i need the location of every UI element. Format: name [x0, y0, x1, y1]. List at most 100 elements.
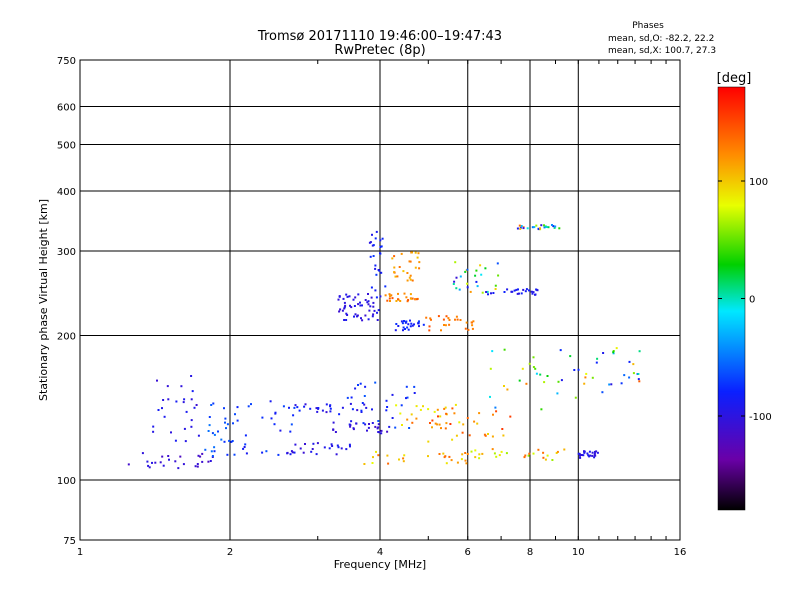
data-point — [443, 324, 445, 326]
data-point — [399, 300, 402, 302]
data-point — [584, 376, 587, 379]
data-point — [371, 422, 374, 424]
data-point — [540, 224, 543, 227]
data-point — [302, 451, 305, 454]
data-point — [411, 251, 413, 254]
data-point — [638, 350, 641, 353]
data-point — [486, 290, 489, 293]
data-point — [520, 225, 523, 227]
data-point — [290, 450, 293, 453]
data-point — [462, 423, 465, 426]
data-point — [612, 351, 615, 354]
data-point — [589, 454, 592, 457]
data-point — [391, 257, 394, 260]
data-point — [226, 453, 229, 456]
data-point — [210, 404, 213, 406]
data-point — [407, 323, 410, 326]
x-tick-label: 16 — [674, 547, 687, 558]
data-point — [168, 458, 170, 461]
data-point — [448, 323, 451, 326]
data-point — [459, 319, 462, 321]
data-point — [465, 462, 468, 465]
data-point — [551, 459, 554, 461]
data-point — [498, 454, 501, 457]
data-point — [471, 327, 474, 330]
data-point — [386, 430, 389, 433]
data-point — [416, 256, 419, 259]
data-point — [182, 401, 185, 404]
data-point — [356, 315, 358, 318]
data-point — [445, 422, 448, 425]
data-point — [495, 410, 498, 413]
data-point — [157, 409, 160, 411]
data-point — [162, 464, 165, 467]
data-point — [456, 318, 459, 321]
data-point — [489, 395, 491, 398]
data-point — [359, 304, 362, 307]
data-point — [465, 321, 468, 324]
data-point — [292, 414, 295, 417]
data-point — [409, 260, 412, 263]
x-tick-label: 10 — [572, 547, 585, 558]
data-point — [366, 301, 369, 304]
colorbar-ticks: 100 0 -100 — [718, 177, 772, 423]
data-point — [323, 446, 326, 449]
data-point — [531, 226, 534, 229]
data-point — [464, 459, 467, 462]
data-point — [543, 381, 546, 384]
data-point — [372, 255, 375, 257]
data-point — [349, 425, 352, 428]
data-point — [273, 423, 276, 426]
data-point — [373, 309, 376, 312]
data-point — [315, 453, 318, 456]
data-point — [464, 327, 467, 330]
data-point — [559, 349, 562, 352]
data-point — [573, 369, 576, 371]
data-point — [211, 432, 214, 435]
data-point — [350, 420, 353, 423]
data-point — [429, 317, 432, 320]
data-point — [389, 295, 391, 298]
data-point — [370, 296, 373, 299]
data-point — [418, 320, 420, 323]
x-tick-label: 1 — [77, 547, 83, 558]
data-point — [509, 415, 512, 418]
data-point — [475, 280, 478, 283]
data-point — [474, 456, 477, 459]
data-point — [528, 452, 531, 455]
data-point — [208, 416, 211, 418]
data-point — [533, 226, 536, 229]
data-point — [553, 226, 556, 229]
data-point — [431, 426, 433, 429]
data-point — [360, 411, 363, 413]
data-point — [156, 379, 158, 382]
data-point — [405, 385, 408, 388]
data-point — [474, 449, 477, 452]
data-point — [384, 285, 387, 288]
x-tick-label: 8 — [527, 547, 533, 558]
data-point — [402, 326, 405, 329]
data-point — [399, 412, 402, 415]
data-point — [386, 454, 389, 457]
data-point — [395, 323, 398, 325]
data-point — [492, 292, 495, 294]
data-point — [417, 252, 420, 255]
data-point — [537, 448, 540, 451]
data-point — [522, 227, 525, 230]
data-point — [409, 278, 412, 281]
data-point — [345, 312, 348, 315]
data-point — [340, 447, 343, 450]
data-point — [400, 320, 403, 323]
data-point — [445, 462, 448, 465]
data-point — [349, 402, 352, 405]
data-point — [466, 453, 469, 455]
data-point — [311, 448, 314, 450]
data-point — [388, 297, 391, 300]
data-point — [511, 290, 514, 293]
data-point — [401, 424, 403, 426]
data-point — [393, 271, 396, 274]
data-point — [190, 419, 193, 422]
data-point — [364, 299, 367, 301]
data-point — [338, 295, 341, 298]
